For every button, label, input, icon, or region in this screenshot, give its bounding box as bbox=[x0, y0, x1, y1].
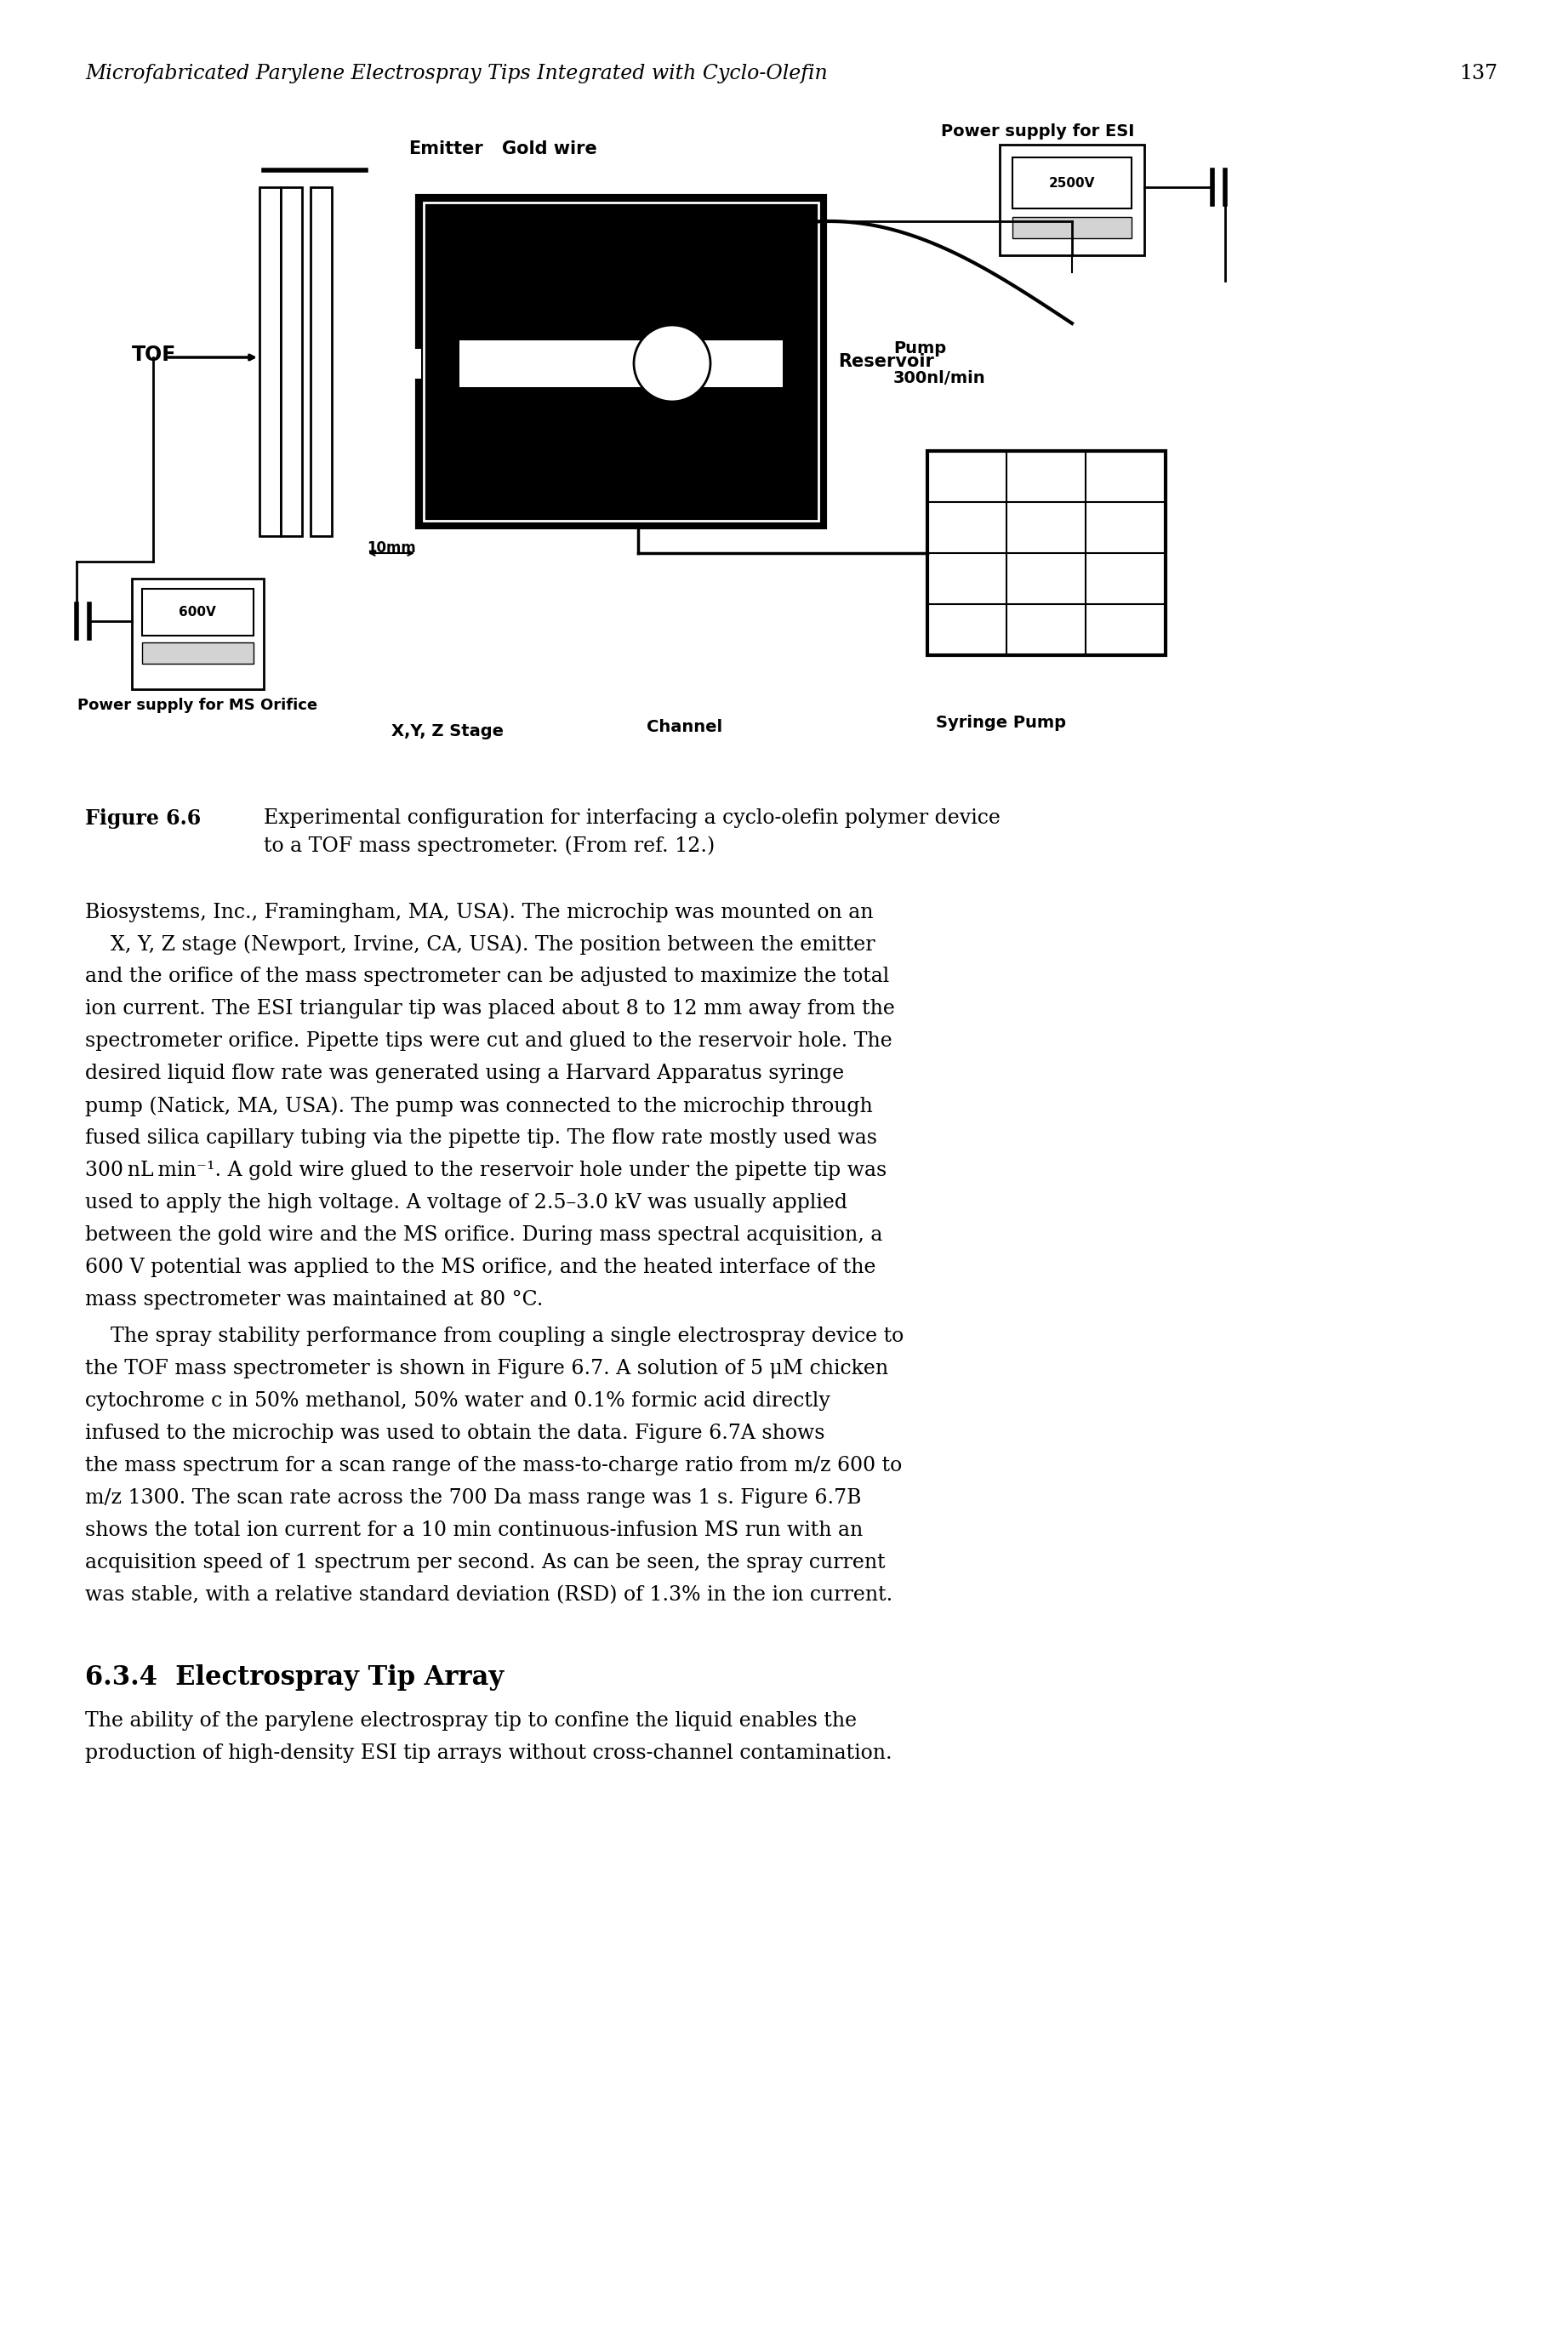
Text: the TOF mass spectrometer is shown in Figure 6.7. A solution of 5 μM chicken: the TOF mass spectrometer is shown in Fi… bbox=[85, 1359, 889, 1378]
Text: the mass spectrum for a scan range of the mass-to-charge ratio from m/z 600 to: the mass spectrum for a scan range of th… bbox=[85, 1455, 902, 1476]
Text: ion current. The ESI triangular tip was placed about 8 to 12 mm away from the: ion current. The ESI triangular tip was … bbox=[85, 999, 895, 1018]
Text: 2500V: 2500V bbox=[1049, 176, 1094, 190]
Text: 137: 137 bbox=[1458, 63, 1497, 82]
Bar bbox=[143, 642, 254, 663]
Text: spectrometer orifice. Pipette tips were cut and glued to the reservoir hole. The: spectrometer orifice. Pipette tips were … bbox=[85, 1032, 892, 1051]
Bar bbox=[143, 588, 254, 635]
Text: Syringe Pump: Syringe Pump bbox=[936, 715, 1066, 731]
Bar bbox=[417, 195, 825, 527]
Text: Pump: Pump bbox=[894, 341, 946, 357]
Text: Experimental configuration for interfacing a cyclo-olefin polymer device: Experimental configuration for interfaci… bbox=[263, 809, 1000, 828]
Text: Gold wire: Gold wire bbox=[502, 141, 597, 158]
Text: and the orifice of the mass spectrometer can be adjusted to maximize the total: and the orifice of the mass spectrometer… bbox=[85, 966, 889, 985]
Bar bbox=[132, 578, 263, 689]
Text: infused to the microchip was used to obtain the data. Figure 6.7A shows: infused to the microchip was used to obt… bbox=[85, 1425, 825, 1444]
Text: was stable, with a relative standard deviation (RSD) of 1.3% in the ion current.: was stable, with a relative standard dev… bbox=[85, 1585, 892, 1606]
Text: 600 V potential was applied to the MS orifice, and the heated interface of the: 600 V potential was applied to the MS or… bbox=[85, 1258, 877, 1277]
Text: production of high-density ESI tip arrays without cross-channel contamination.: production of high-density ESI tip array… bbox=[85, 1744, 892, 1763]
Text: 600V: 600V bbox=[179, 607, 216, 618]
Circle shape bbox=[633, 324, 710, 402]
Bar bbox=[281, 188, 303, 536]
Text: m/z 1300. The scan rate across the 700 Da mass range was 1 s. Figure 6.7B: m/z 1300. The scan rate across the 700 D… bbox=[85, 1488, 861, 1507]
Text: 10mm: 10mm bbox=[367, 541, 416, 555]
Bar bbox=[927, 451, 1165, 656]
Text: Figure 6.6: Figure 6.6 bbox=[85, 809, 201, 830]
Bar bbox=[310, 188, 332, 536]
Text: 300 nL min⁻¹. A gold wire glued to the reservoir hole under the pipette tip was: 300 nL min⁻¹. A gold wire glued to the r… bbox=[85, 1161, 887, 1180]
Text: Emitter: Emitter bbox=[408, 141, 483, 158]
Bar bbox=[423, 202, 818, 520]
Text: The ability of the parylene electrospray tip to confine the liquid enables the: The ability of the parylene electrospray… bbox=[85, 1712, 856, 1730]
Bar bbox=[259, 188, 281, 536]
Text: acquisition speed of 1 spectrum per second. As can be seen, the spray current: acquisition speed of 1 spectrum per seco… bbox=[85, 1554, 886, 1573]
Text: to a TOF mass spectrometer. (From ref. 12.): to a TOF mass spectrometer. (From ref. 1… bbox=[263, 835, 715, 856]
Text: shows the total ion current for a 10 min continuous-infusion MS run with an: shows the total ion current for a 10 min… bbox=[85, 1521, 862, 1540]
Text: The spray stability performance from coupling a single electrospray device to: The spray stability performance from cou… bbox=[85, 1326, 903, 1347]
Text: Channel: Channel bbox=[646, 719, 723, 736]
Text: between the gold wire and the MS orifice. During mass spectral acquisition, a: between the gold wire and the MS orifice… bbox=[85, 1225, 883, 1244]
Text: 300nl/min: 300nl/min bbox=[894, 369, 986, 386]
Text: pump (Natick, MA, USA). The pump was connected to the microchip through: pump (Natick, MA, USA). The pump was con… bbox=[85, 1096, 873, 1117]
Text: used to apply the high voltage. A voltage of 2.5–3.0 kV was usually applied: used to apply the high voltage. A voltag… bbox=[85, 1192, 847, 1213]
Text: 6.3.4  Electrospray Tip Array: 6.3.4 Electrospray Tip Array bbox=[85, 1665, 503, 1690]
Bar bbox=[365, 348, 422, 379]
Text: cytochrome c in 50% methanol, 50% water and 0.1% formic acid directly: cytochrome c in 50% methanol, 50% water … bbox=[85, 1392, 831, 1411]
Bar bbox=[1013, 158, 1132, 209]
Text: mass spectrometer was maintained at 80 °C.: mass spectrometer was maintained at 80 °… bbox=[85, 1291, 543, 1310]
Text: desired liquid flow rate was generated using a Harvard Apparatus syringe: desired liquid flow rate was generated u… bbox=[85, 1063, 844, 1084]
Text: Power supply for MS Orifice: Power supply for MS Orifice bbox=[77, 698, 317, 712]
Text: X, Y, Z stage (Newport, Irvine, CA, USA). The position between the emitter: X, Y, Z stage (Newport, Irvine, CA, USA)… bbox=[85, 933, 875, 955]
Text: Reservoir: Reservoir bbox=[837, 353, 935, 369]
Text: fused silica capillary tubing via the pipette tip. The flow rate mostly used was: fused silica capillary tubing via the pi… bbox=[85, 1128, 877, 1147]
Text: TOF: TOF bbox=[132, 346, 177, 364]
Text: Microfabricated Parylene Electrospray Tips Integrated with Cyclo-Olefin: Microfabricated Parylene Electrospray Ti… bbox=[85, 63, 828, 82]
Text: Power supply for ESI: Power supply for ESI bbox=[941, 122, 1135, 139]
Bar bbox=[459, 341, 782, 388]
Bar bbox=[1000, 146, 1145, 256]
Text: Biosystems, Inc., Framingham, MA, USA). The microchip was mounted on an: Biosystems, Inc., Framingham, MA, USA). … bbox=[85, 903, 873, 922]
Text: X,Y, Z Stage: X,Y, Z Stage bbox=[392, 724, 503, 741]
Bar bbox=[1013, 216, 1132, 237]
